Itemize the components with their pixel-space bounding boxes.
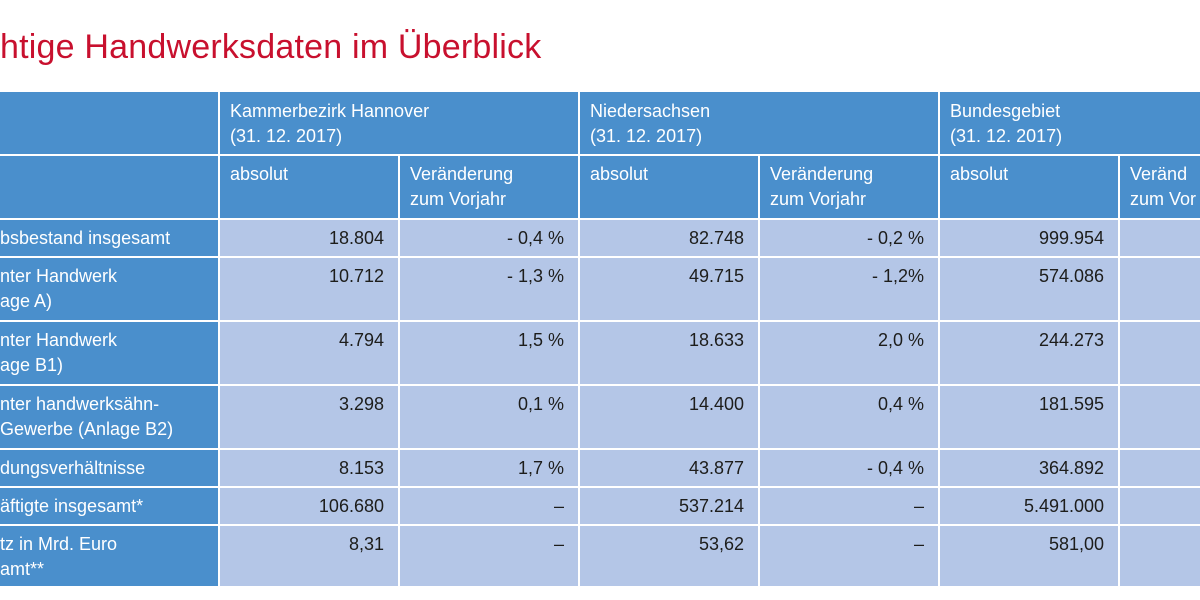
- value-cell: 181.595: [940, 386, 1121, 450]
- subheader-absolut: absolut: [220, 156, 400, 220]
- value-cell: 8,31: [220, 526, 400, 588]
- value-cell: –: [760, 526, 941, 588]
- value-cell-cut: [1120, 450, 1200, 488]
- value-cell: - 1,3 %: [400, 258, 581, 322]
- value-cell: 3.298: [220, 386, 400, 450]
- value-cell: 106.680: [220, 488, 400, 526]
- data-table: Kammerbezirk Hannover (31. 12. 2017) Nie…: [0, 92, 1200, 588]
- subheader-absolut: absolut: [940, 156, 1121, 220]
- row-label-line: amt**: [0, 559, 45, 579]
- row-label-line: nter handwerksähn-: [0, 394, 160, 414]
- row-label-line: äftigte insgesamt*: [0, 496, 144, 516]
- row-label-line: Gewerbe (Anlage B2): [0, 419, 174, 439]
- row-label-line: age A): [0, 291, 53, 311]
- value-cell: 2,0 %: [760, 322, 941, 386]
- group-date: (31. 12. 2017): [950, 126, 1063, 146]
- row-label: nter Handwerk age A): [0, 258, 220, 322]
- group-name: Kammerbezirk Hannover: [230, 101, 430, 121]
- value-cell: –: [400, 526, 581, 588]
- value-cell: - 0,4 %: [400, 220, 581, 258]
- group-header-bundesgebiet: Bundesgebiet (31. 12. 2017): [940, 92, 1200, 156]
- value-cell: 49.715: [580, 258, 761, 322]
- subheader-label: absolut: [230, 164, 289, 184]
- value-cell: 10.712: [220, 258, 400, 322]
- subheader-label: Veränd: [1130, 164, 1188, 184]
- group-name: Niedersachsen: [590, 101, 711, 121]
- value-cell: 1,5 %: [400, 322, 581, 386]
- group-name: Bundesgebiet: [950, 101, 1061, 121]
- value-cell: 53,62: [580, 526, 761, 588]
- value-cell: 4.794: [220, 322, 400, 386]
- group-date: (31. 12. 2017): [590, 126, 703, 146]
- subheader-label: zum Vor: [1130, 189, 1197, 209]
- row-label: tz in Mrd. Euro amt**: [0, 526, 220, 588]
- value-cell: 364.892: [940, 450, 1121, 488]
- value-cell: –: [760, 488, 941, 526]
- value-cell: 537.214: [580, 488, 761, 526]
- value-cell: 0,4 %: [760, 386, 941, 450]
- corner-cell: [0, 156, 220, 220]
- value-cell: 244.273: [940, 322, 1121, 386]
- value-cell-cut: [1120, 526, 1200, 588]
- value-cell: 43.877: [580, 450, 761, 488]
- row-label-line: dungsverhältnisse: [0, 458, 146, 478]
- subheader-label: absolut: [950, 164, 1009, 184]
- value-cell: 18.804: [220, 220, 400, 258]
- row-label: bsbestand insgesamt: [0, 220, 220, 258]
- subheader-label: zum Vorjahr: [770, 189, 867, 209]
- value-cell-cut: [1120, 220, 1200, 258]
- group-date: (31. 12. 2017): [230, 126, 343, 146]
- subheader-change: Veränd zum Vor: [1120, 156, 1200, 220]
- row-label-line: nter Handwerk: [0, 266, 118, 286]
- group-header-niedersachsen: Niedersachsen (31. 12. 2017): [580, 92, 941, 156]
- subheader-change: Veränderung zum Vorjahr: [400, 156, 581, 220]
- value-cell-cut: [1120, 322, 1200, 386]
- value-cell: 5.491.000: [940, 488, 1121, 526]
- subheader-label: zum Vorjahr: [410, 189, 507, 209]
- row-label-line: tz in Mrd. Euro: [0, 534, 118, 554]
- value-cell: - 0,4 %: [760, 450, 941, 488]
- subheader-label: absolut: [590, 164, 649, 184]
- group-header-hannover: Kammerbezirk Hannover (31. 12. 2017): [220, 92, 581, 156]
- value-cell: 82.748: [580, 220, 761, 258]
- value-cell: 18.633: [580, 322, 761, 386]
- row-label-line: nter Handwerk: [0, 330, 118, 350]
- value-cell: 574.086: [940, 258, 1121, 322]
- value-cell: 999.954: [940, 220, 1121, 258]
- value-cell-cut: [1120, 386, 1200, 450]
- value-cell: 8.153: [220, 450, 400, 488]
- value-cell: 1,7 %: [400, 450, 581, 488]
- row-label: nter handwerksähn- Gewerbe (Anlage B2): [0, 386, 220, 450]
- subheader-change: Veränderung zum Vorjahr: [760, 156, 941, 220]
- value-cell: 14.400: [580, 386, 761, 450]
- value-cell: - 0,2 %: [760, 220, 941, 258]
- row-label: äftigte insgesamt*: [0, 488, 220, 526]
- value-cell-cut: [1120, 258, 1200, 322]
- value-cell: –: [400, 488, 581, 526]
- row-label-line: age B1): [0, 355, 64, 375]
- value-cell: - 1,2%: [760, 258, 941, 322]
- row-label-line: bsbestand insgesamt: [0, 228, 171, 248]
- value-cell: 581,00: [940, 526, 1121, 588]
- corner-cell: [0, 92, 220, 156]
- page-title: htige Handwerksdaten im Überblick: [0, 28, 542, 66]
- subheader-absolut: absolut: [580, 156, 761, 220]
- subheader-label: Veränderung: [770, 164, 874, 184]
- row-label: dungsverhältnisse: [0, 450, 220, 488]
- value-cell-cut: [1120, 488, 1200, 526]
- subheader-label: Veränderung: [410, 164, 514, 184]
- value-cell: 0,1 %: [400, 386, 581, 450]
- row-label: nter Handwerk age B1): [0, 322, 220, 386]
